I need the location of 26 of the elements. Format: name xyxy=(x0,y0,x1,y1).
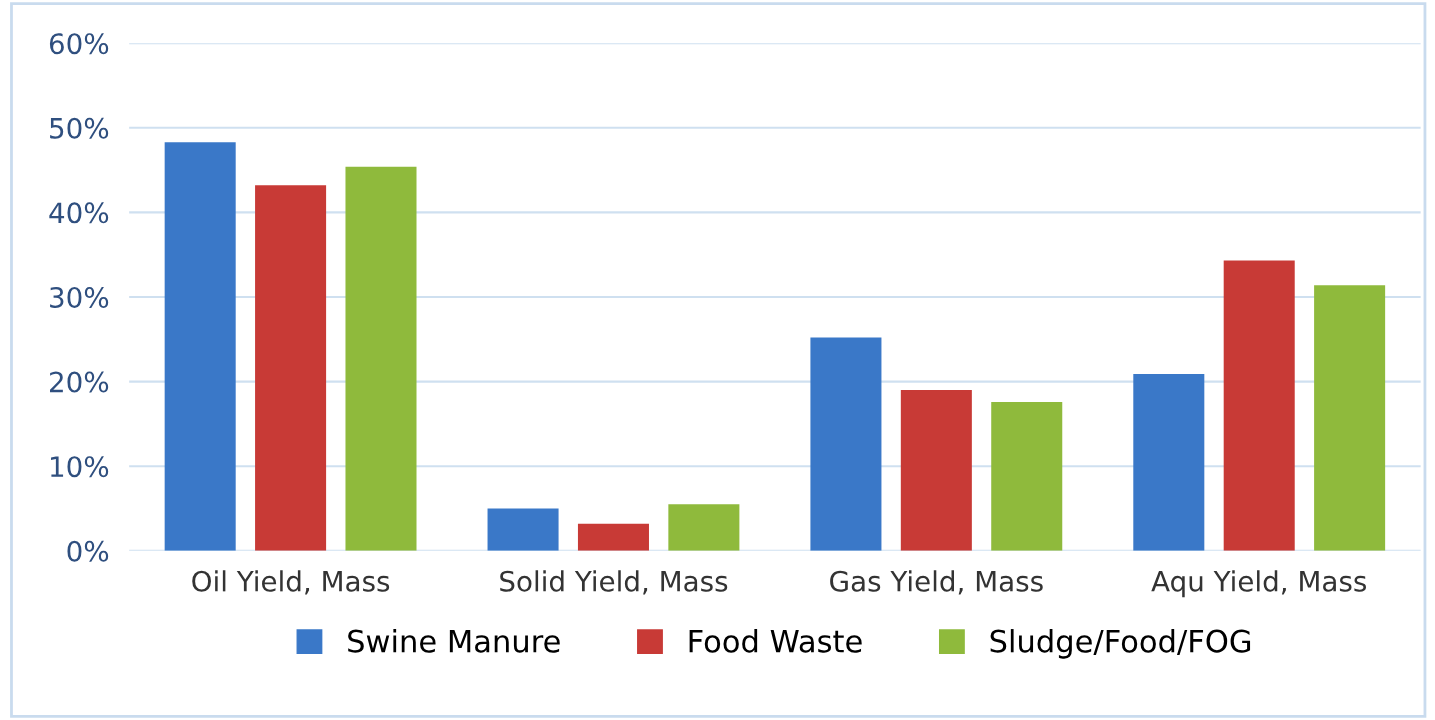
y-tick-label: 10% xyxy=(51,456,109,478)
bar xyxy=(1314,285,1386,551)
y-tick-label: 20% xyxy=(50,371,109,393)
legend-label: Sludge/Food/FOG xyxy=(990,629,1251,659)
bar xyxy=(487,508,559,551)
bar xyxy=(900,390,972,551)
x-tick-label: Oil Yield, Mass xyxy=(192,570,390,595)
bar xyxy=(164,142,236,551)
bar xyxy=(345,166,417,551)
bar xyxy=(577,523,649,551)
bar xyxy=(1133,373,1205,551)
bar xyxy=(1223,260,1295,551)
x-tick-label: Solid Yield, Mass xyxy=(500,570,728,595)
y-tick-label: 60% xyxy=(49,33,109,55)
legend-label: Swine Manure xyxy=(348,629,560,653)
y-tick-label: 40% xyxy=(49,202,109,224)
bar xyxy=(810,337,882,551)
bar xyxy=(668,504,740,551)
y-tick-label: 50% xyxy=(50,117,109,139)
x-tick-label: Aqu Yield, Mass xyxy=(1151,570,1367,598)
legend-label: Food Waste xyxy=(689,629,862,653)
bar xyxy=(991,401,1063,551)
x-tick-label: Gas Yield, Mass xyxy=(830,570,1043,595)
bar xyxy=(255,185,327,551)
y-tick-label: 30% xyxy=(50,286,109,308)
y-tick-label: 0% xyxy=(67,540,109,562)
